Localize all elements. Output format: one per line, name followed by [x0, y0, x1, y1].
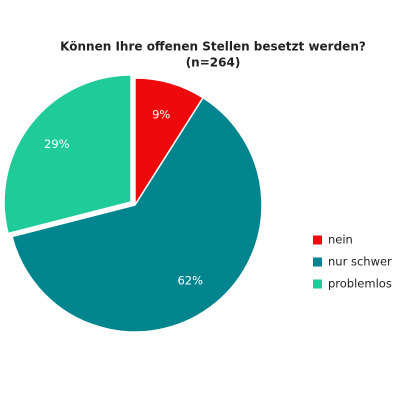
legend-label: nur schwer: [328, 255, 392, 269]
legend-label: nein: [328, 233, 353, 247]
legend-label: problemlos: [328, 277, 392, 291]
slice-label: 29%: [44, 137, 70, 151]
chart-title: Können Ihre offenen Stellen besetzt werd…: [60, 40, 366, 54]
slice-label: 62%: [177, 274, 203, 288]
legend-swatch: [313, 235, 322, 245]
pie-slice: [3, 74, 132, 235]
pie-slice: [11, 96, 263, 333]
chart-subtitle: (n=264): [186, 56, 241, 70]
legend-swatch: [313, 257, 322, 267]
slice-label: 9%: [152, 107, 170, 121]
legend-swatch: [313, 279, 322, 289]
